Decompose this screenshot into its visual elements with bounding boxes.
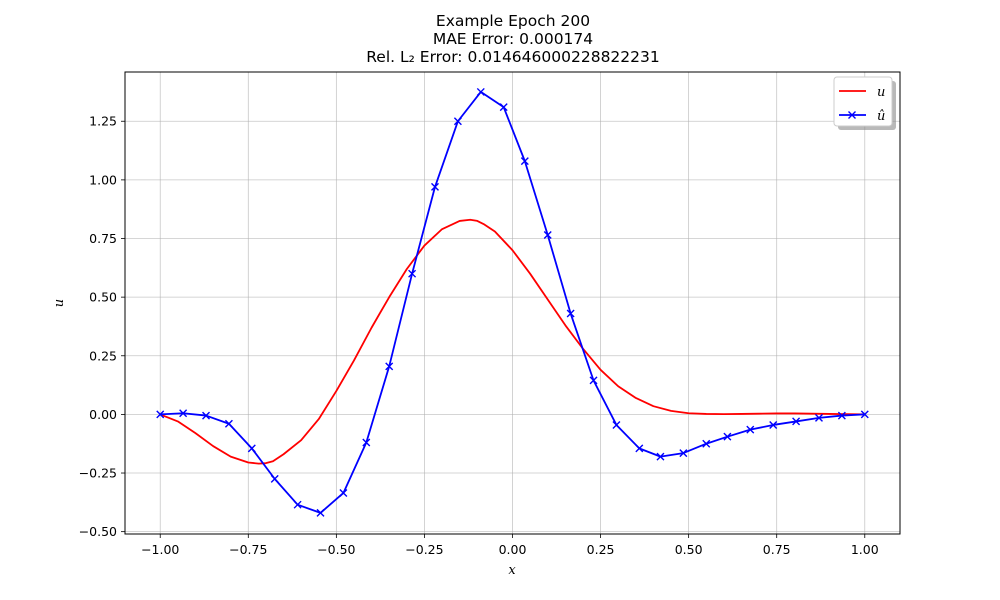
title-line-2: MAE Error: 0.000174 [433, 30, 593, 48]
data-point-marker [702, 439, 711, 448]
x-axis-ticks: −1.00 −0.75 −0.50 −0.25 0.00 0.25 0.50 0.75 1.00 [141, 534, 879, 557]
data-point-marker [792, 417, 801, 426]
legend-label-u-hat: û [877, 109, 885, 124]
data-point-marker [476, 87, 485, 96]
data-point-marker [589, 376, 598, 385]
x-tick-label: −0.75 [229, 542, 267, 557]
x-tick-label: 1.00 [851, 542, 879, 557]
x-tick-label: 0.25 [587, 542, 615, 557]
data-point-marker [453, 117, 462, 126]
data-point-marker [179, 409, 188, 418]
legend-marker-u-hat [848, 111, 856, 119]
data-point-marker [612, 420, 621, 429]
data-point-marker [566, 309, 575, 318]
plot-series [156, 87, 869, 517]
data-point-marker [316, 508, 325, 517]
data-point-marker [293, 500, 302, 509]
data-point-marker [520, 157, 529, 166]
y-tick-label: 0.25 [89, 348, 117, 363]
y-axis-label: u [52, 299, 67, 307]
y-tick-label: 0.75 [89, 231, 117, 246]
data-point-marker [837, 411, 846, 420]
chart-title: Example Epoch 200 MAE Error: 0.000174 Re… [366, 12, 660, 66]
data-point-marker [679, 449, 688, 458]
data-point-marker [224, 419, 233, 428]
data-point-marker [408, 269, 417, 278]
data-point-marker [202, 411, 211, 420]
data-point-marker [814, 413, 823, 422]
y-tick-label: 0.50 [89, 290, 117, 305]
data-point-marker [860, 410, 869, 419]
data-point-marker [543, 230, 552, 239]
data-point-marker [247, 444, 256, 453]
y-axis-ticks: −0.50 −0.25 0.00 0.25 0.50 0.75 1.00 1.25 [79, 114, 125, 539]
data-point-marker [270, 474, 279, 483]
legend-label-u: u [877, 85, 885, 100]
x-tick-label: 0.75 [763, 542, 791, 557]
y-tick-label: 1.25 [89, 114, 117, 129]
data-point-marker [156, 410, 165, 419]
data-point-marker [656, 452, 665, 461]
y-tick-label: −0.25 [79, 466, 117, 481]
x-tick-label: 0.50 [675, 542, 703, 557]
data-point-marker [339, 488, 348, 497]
y-tick-label: −0.50 [79, 524, 117, 539]
x-axis-label: x [508, 563, 516, 578]
x-tick-label: −0.50 [317, 542, 355, 557]
data-point-marker [746, 425, 755, 434]
title-line-1: Example Epoch 200 [436, 12, 590, 30]
x-tick-label: 0.00 [499, 542, 527, 557]
y-tick-label: 0.00 [89, 407, 117, 422]
data-point-marker [431, 182, 439, 191]
data-point-marker [499, 103, 508, 112]
data-point-marker [385, 362, 394, 371]
series-line-0 [159, 218, 865, 465]
data-point-marker [362, 438, 371, 447]
title-line-3: Rel. L₂ Error: 0.014646000228822231 [366, 48, 660, 66]
x-tick-label: −1.00 [141, 542, 179, 557]
legend-box [833, 76, 893, 127]
legend: u û [833, 76, 896, 130]
data-point-marker [769, 420, 778, 429]
grid [125, 72, 900, 534]
data-point-marker [723, 432, 732, 441]
data-point-marker [635, 444, 644, 453]
y-tick-label: 1.00 [89, 172, 117, 187]
x-tick-label: −0.25 [405, 542, 443, 557]
series-line-1 [160, 91, 865, 514]
